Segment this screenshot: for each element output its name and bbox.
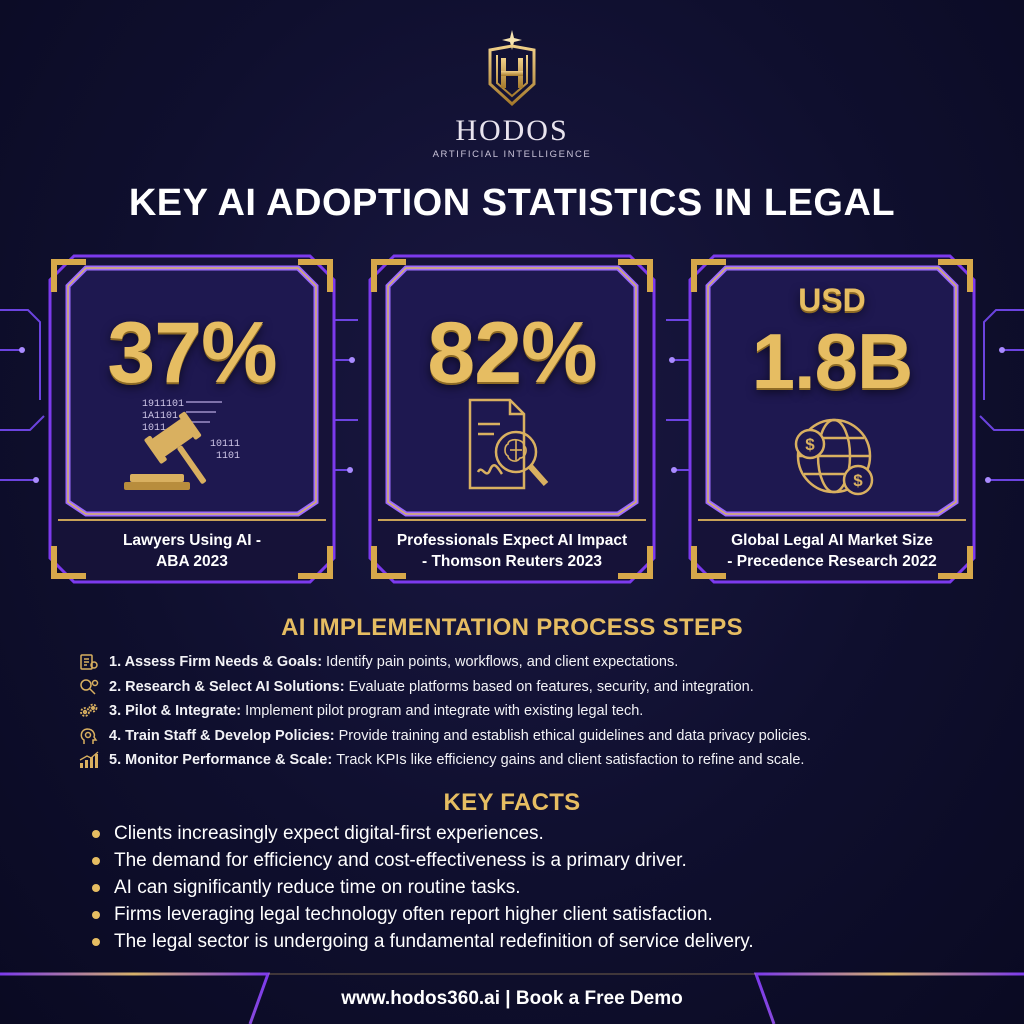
bullet-icon: [92, 883, 100, 892]
svg-text:$: $: [805, 435, 815, 454]
stat-label: Global Legal AI Market Size - Precedence…: [727, 532, 937, 570]
list-item: 3. Pilot & Integrate: Implement pilot pr…: [78, 699, 998, 724]
facts-title: KEY FACTS: [443, 789, 581, 816]
svg-text:1011: 1011: [142, 423, 166, 434]
svg-text:10111: 10111: [210, 439, 240, 450]
bullet-icon: [92, 910, 100, 919]
stat-card-lawyers-using-ai: 37% 1911101 1A1101 1011 10111 1101 Lawyers …: [46, 252, 338, 586]
list-item: 2. Research & Select AI Solutions: Evalu…: [78, 675, 998, 700]
gears-icon: [80, 703, 98, 718]
bullet-icon: [92, 937, 100, 946]
stat-label: Lawyers Using AI - ABA 2023: [122, 532, 262, 570]
list-item: Clients increasingly expect digital-firs…: [92, 820, 754, 847]
stat-currency: USD: [798, 282, 866, 318]
document-brain-magnifier-icon: [468, 398, 549, 490]
svg-text:1911101: 1911101: [142, 399, 184, 410]
page-title: KEY AI ADOPTION STATISTICS IN LEGAL: [128, 182, 896, 224]
list-item: The demand for efficiency and cost-effec…: [92, 847, 754, 874]
stat-card-ai-impact: 82% Professionals Expect AI Impact - Tho…: [366, 252, 658, 586]
chart-growth-icon: [79, 751, 99, 769]
list-item: AI can significantly reduce time on rout…: [92, 874, 754, 901]
footer-cta-link[interactable]: www.hodos360.ai | Book a Free Demo: [341, 988, 683, 1009]
h-shield-star-icon: [488, 30, 536, 107]
svg-text:1A1101: 1A1101: [142, 411, 178, 422]
footer-bar: [0, 972, 1024, 1024]
facts-list: Clients increasingly expect digital-firs…: [92, 820, 754, 955]
search-gear-icon: [80, 679, 99, 695]
brand-name: HODOS: [455, 114, 569, 147]
bullet-icon: [92, 829, 100, 838]
stat-label: Professionals Expect AI Impact - Thomson…: [396, 532, 628, 570]
list-item: 1. Assess Firm Needs & Goals: Identify p…: [78, 650, 998, 675]
bullet-icon: [92, 856, 100, 865]
brand-tagline: ARTIFICIAL INTELLIGENCE: [432, 149, 592, 160]
svg-text:$: $: [853, 471, 863, 490]
head-gear-icon: [80, 727, 98, 744]
brand-logo: HODOS ARTIFICIAL INTELLIGENCE: [0, 28, 1024, 160]
svg-text:1101: 1101: [216, 451, 240, 462]
list-item: 4. Train Staff & Develop Policies: Provi…: [78, 724, 998, 749]
stat-value: 1.8B: [751, 317, 914, 405]
stat-value: 82%: [427, 305, 597, 401]
clipboard-icon: [80, 654, 98, 670]
globe-dollar-icon: $ $: [794, 418, 874, 496]
steps-title: AI IMPLEMENTATION PROCESS STEPS: [281, 614, 743, 641]
list-item: Firms leveraging legal technology often …: [92, 901, 754, 928]
circuit-decoration: [0, 309, 1024, 483]
stat-value: 37%: [107, 305, 277, 401]
stat-card-market-size: USD 1.8B $ $ Global Legal AI Market Size…: [686, 252, 978, 586]
list-item: The legal sector is undergoing a fundame…: [92, 928, 754, 955]
steps-list: 1. Assess Firm Needs & Goals: Identify p…: [78, 650, 998, 773]
list-item: 5. Monitor Performance & Scale: Track KP…: [78, 748, 998, 773]
